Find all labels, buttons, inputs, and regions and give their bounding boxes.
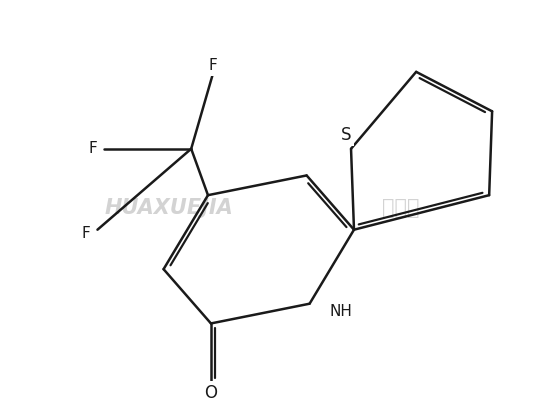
Text: F: F: [88, 141, 97, 156]
Text: S: S: [341, 126, 352, 144]
Text: F: F: [209, 58, 217, 73]
Text: 化学加: 化学加: [382, 198, 420, 218]
Text: HUAXUEJIA: HUAXUEJIA: [105, 198, 234, 218]
Text: NH: NH: [329, 304, 352, 319]
Text: F: F: [81, 226, 90, 241]
Text: O: O: [205, 384, 217, 401]
